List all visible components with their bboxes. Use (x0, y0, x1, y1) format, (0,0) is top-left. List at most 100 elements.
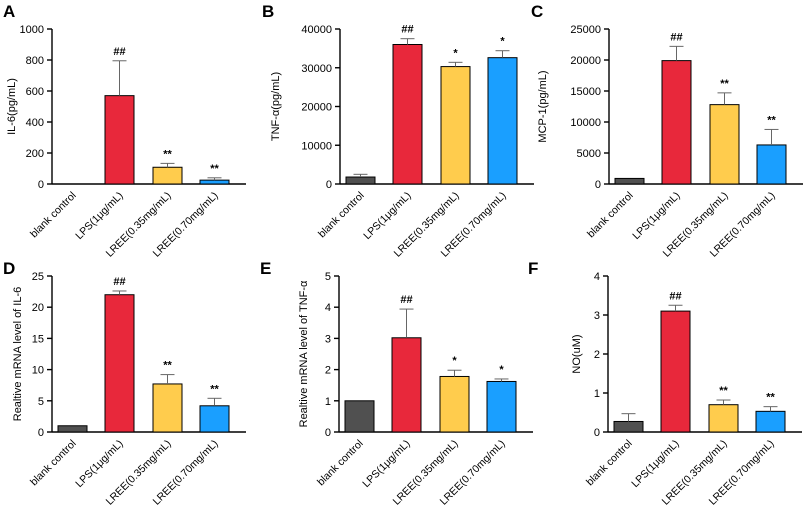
panel-e-bar-1 (391, 337, 422, 433)
panel-e-ylabel: Realtive mRNA level of TNF-α (298, 280, 310, 427)
panel-e-bar-3 (486, 380, 517, 433)
panel-f-ytick-label-3: 3 (594, 310, 600, 322)
panel-d-bar-0 (57, 425, 88, 433)
panel-d-bar-3 (199, 405, 230, 433)
panel-d-ytick-label-2: 10 (32, 365, 44, 377)
panel-d-ytick-label-5: 25 (32, 271, 44, 283)
panel-d-ytick-label-1: 5 (38, 396, 44, 408)
panel-b-ytick-label-4: 40000 (301, 24, 332, 36)
panel-e-category-label-0: blank control (315, 438, 366, 489)
panel-c-category-label-0: blank control (585, 190, 636, 241)
panel-e-category-label-1: LPS(1μg/mL) (360, 438, 412, 490)
panel-d-ytick-label-4: 20 (32, 302, 44, 314)
panel-e-letter: E (260, 259, 271, 278)
panel-a-category-label-0: blank control (28, 190, 79, 241)
panel-f-category-label-0: blank control (584, 438, 635, 489)
panel-c-ytick-label-2: 10000 (570, 117, 601, 129)
panel-e-sig-label-1: ## (400, 294, 412, 306)
panel-f-ytick-label-0: 0 (594, 427, 600, 439)
panel-b-sig-label-1: ## (401, 24, 413, 36)
panel-e-ytick-label-4: 4 (325, 302, 331, 314)
panel-e-ytick-label-3: 3 (325, 333, 331, 345)
panel-c-category-label-1: LPS(1μg/mL) (630, 190, 682, 242)
panel-e-ytick-label-1: 1 (325, 396, 331, 408)
panel-b-category-label-0: blank control (316, 190, 367, 241)
panel-a-category-label-1: LPS(1μg/mL) (73, 190, 125, 242)
panel-e-bar-0 (344, 400, 375, 433)
panel-d-letter: D (3, 259, 15, 278)
panel-e-ytick-label-0: 0 (325, 427, 331, 439)
panel-b-ylabel: TNF-α(pg/mL) (270, 72, 282, 141)
panel-f-ytick-label-4: 4 (594, 271, 600, 283)
panel-c-ylabel: MCP-1(pg/mL) (537, 70, 549, 142)
panel-c-bar-3 (756, 144, 787, 185)
panel-a-ytick-label-5: 1000 (20, 24, 44, 36)
panel-f-bar-2 (708, 404, 739, 433)
panel-c-sig-label-1: ## (670, 31, 682, 43)
panel-a-ytick-label-1: 200 (26, 148, 44, 160)
panel-e-ytick-label-2: 2 (325, 365, 331, 377)
panel-c-bar-0 (614, 177, 645, 185)
panel-c-bar-1 (661, 60, 692, 185)
panel-b-ytick-label-1: 10000 (301, 140, 332, 152)
panel-c-ytick-label-0: 0 (595, 179, 601, 191)
panel-f-sig-label-1: ## (669, 290, 681, 302)
panel-b-ytick-label-0: 0 (326, 179, 332, 191)
panel-e-sig-label-3: * (499, 364, 504, 376)
panel-a-sig-label-1: ## (113, 46, 125, 58)
panel-b-sig-label-2: * (453, 47, 458, 59)
panel-a-ytick-label-4: 800 (26, 55, 44, 67)
panel-b-bar-3 (487, 57, 518, 185)
panel-a-ylabel: IL-6(pg/mL) (6, 78, 18, 135)
panel-f-letter: F (528, 259, 538, 278)
panel-b-bar-0 (345, 176, 376, 185)
panel-c-bar-2 (709, 104, 740, 185)
panel-f-bar-3 (755, 410, 786, 433)
panel-a-ytick-label-3: 600 (26, 86, 44, 98)
panel-a-ytick-label-2: 400 (26, 117, 44, 129)
panel-d-ytick-label-3: 15 (32, 333, 44, 345)
panel-e-ytick-label-5: 5 (325, 271, 331, 283)
panel-b-ytick-label-3: 30000 (301, 63, 332, 75)
panel-c-sig-label-2: ** (720, 78, 729, 90)
panel-a-bar-2 (152, 166, 183, 185)
panel-d-sig-label-3: ** (210, 383, 219, 395)
panel-d-ylabel: Realtive mRNA level of IL-6 (12, 287, 24, 422)
panel-a-sig-label-2: ** (163, 148, 172, 160)
panel-a-bar-3 (199, 179, 230, 185)
panel-e-bar-2 (439, 375, 470, 433)
panel-d-sig-label-1: ## (113, 276, 125, 288)
panel-f-category-label-1: LPS(1μg/mL) (629, 438, 681, 490)
panel-c-ytick-label-3: 15000 (570, 86, 601, 98)
panel-d-category-label-1: LPS(1μg/mL) (73, 438, 125, 490)
panel-b-bar-1 (392, 44, 423, 185)
panel-b-sig-label-3: * (500, 36, 505, 48)
panel-d-bar-2 (152, 383, 183, 433)
panel-c-letter: C (531, 2, 543, 21)
panel-f-sig-label-3: ** (766, 392, 775, 404)
panel-a-bar-1 (104, 95, 135, 185)
panel-d-sig-label-2: ** (163, 360, 172, 372)
panel-f-ytick-label-1: 1 (594, 388, 600, 400)
panel-c-ytick-label-5: 25000 (570, 24, 601, 36)
panel-c-ytick-label-4: 20000 (570, 55, 601, 67)
panel-b-category-label-1: LPS(1μg/mL) (361, 190, 413, 242)
panel-f-bar-1 (660, 310, 691, 433)
panel-f-ytick-label-2: 2 (594, 349, 600, 361)
panel-c-ytick-label-1: 5000 (577, 148, 601, 160)
panel-f-sig-label-2: ** (719, 385, 728, 397)
panel-f-ylabel: NO(uM) (571, 334, 583, 373)
panel-d-ytick-label-0: 0 (38, 427, 44, 439)
panel-a-ytick-label-0: 0 (38, 179, 44, 191)
panel-a-sig-label-3: ** (210, 163, 219, 175)
panel-e-sig-label-2: * (452, 355, 457, 367)
panel-b-bar-2 (440, 66, 471, 185)
panel-d-bar-1 (104, 294, 135, 433)
panel-c-sig-label-3: ** (767, 114, 776, 126)
panel-f-bar-0 (613, 420, 644, 433)
panel-b-ytick-label-2: 20000 (301, 102, 332, 114)
panel-b-letter: B (262, 2, 274, 21)
panel-d-category-label-0: blank control (28, 438, 79, 489)
panel-a-letter: A (3, 2, 15, 21)
